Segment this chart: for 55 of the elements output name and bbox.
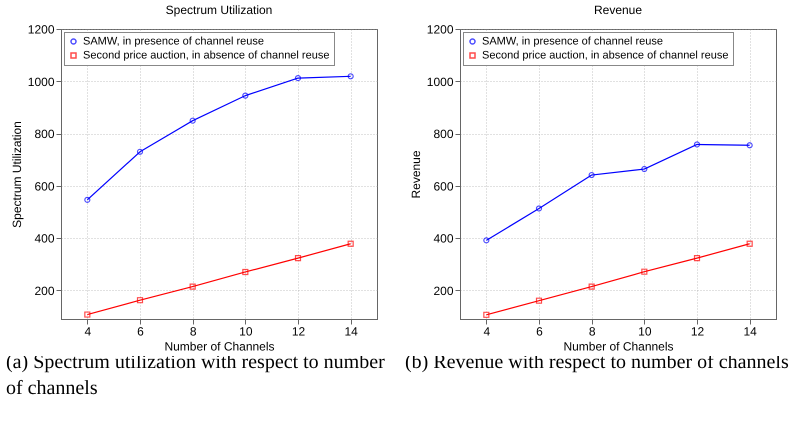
point bbox=[136, 297, 144, 304]
y-axis-title: Revenue bbox=[408, 150, 423, 199]
point bbox=[536, 298, 542, 304]
chart-title: Spectrum Utilization bbox=[166, 3, 272, 17]
legend-label: Second price auction, in absence of channel reuse bbox=[482, 50, 728, 62]
point bbox=[84, 311, 90, 318]
x-tick-label: 4 bbox=[84, 324, 92, 338]
point bbox=[190, 284, 196, 290]
point bbox=[746, 240, 753, 247]
x-tick-label: 6 bbox=[536, 324, 544, 338]
point bbox=[483, 312, 490, 318]
x-tick-label: 10 bbox=[239, 324, 253, 338]
y-tick-label: 400 bbox=[433, 232, 454, 246]
chart-title: Revenue bbox=[594, 3, 642, 17]
legend-label: SAMW, in presence of channel reuse bbox=[83, 36, 264, 48]
legend-label: Second price auction, in absence of channel reuse bbox=[83, 50, 330, 62]
point bbox=[242, 92, 248, 99]
x-tick-label: 4 bbox=[483, 324, 490, 338]
x-axis-title: Number of Channels bbox=[563, 340, 674, 354]
y-tick-label: 200 bbox=[433, 284, 454, 298]
y-tick-label: 800 bbox=[34, 127, 55, 142]
x-tick-label: 10 bbox=[638, 324, 652, 338]
legend-label: SAMW, in presence of channel reuse bbox=[482, 36, 663, 48]
y-tick-label: 600 bbox=[433, 179, 454, 194]
y-tick-label: 600 bbox=[34, 179, 55, 194]
point bbox=[694, 141, 700, 148]
x-tick-label: 14 bbox=[344, 324, 358, 338]
point bbox=[242, 268, 248, 276]
point bbox=[588, 172, 595, 178]
x-tick-label: 8 bbox=[588, 324, 596, 338]
point bbox=[694, 255, 700, 262]
y-tick-label: 400 bbox=[34, 232, 55, 246]
point bbox=[294, 255, 302, 262]
y-tick-label: 800 bbox=[433, 127, 454, 142]
y-tick-label: 200 bbox=[34, 284, 55, 298]
point bbox=[641, 268, 648, 275]
point bbox=[588, 284, 595, 290]
y-tick-label: 1000 bbox=[426, 74, 454, 89]
point bbox=[136, 148, 144, 155]
text: (a) Spectrum utilization with respect to number of channels bbox=[6, 351, 386, 401]
x-tick-label: 14 bbox=[743, 324, 758, 338]
y-tick-label: 1200 bbox=[28, 22, 55, 36]
point bbox=[536, 205, 542, 212]
point bbox=[641, 166, 648, 172]
y-tick-label: 1200 bbox=[426, 22, 454, 36]
point bbox=[294, 75, 302, 82]
x-tick-label: 8 bbox=[190, 324, 197, 338]
x-tick-label: 6 bbox=[137, 324, 144, 338]
y-tick-label: 1000 bbox=[28, 74, 55, 89]
x-tick-label: 12 bbox=[292, 324, 306, 338]
point bbox=[190, 118, 196, 124]
x-axis-title: Number of Channels bbox=[164, 340, 275, 354]
y-axis-title: Spectrum Utilization bbox=[10, 121, 24, 228]
point bbox=[348, 240, 354, 247]
x-tick-label: 12 bbox=[690, 324, 704, 338]
